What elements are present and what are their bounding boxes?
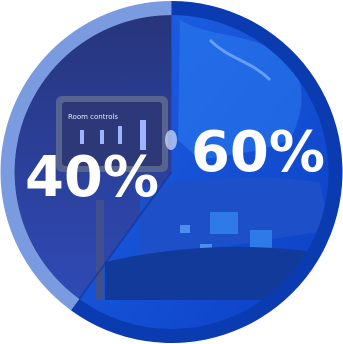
touch-panel-screen xyxy=(62,102,162,166)
light-glow xyxy=(165,130,177,150)
wedge-divider xyxy=(78,171,173,300)
right-percent-label: 60% xyxy=(191,120,325,185)
screen-slider xyxy=(140,120,146,150)
screen-slider xyxy=(118,126,122,144)
water-splash xyxy=(178,20,302,160)
board-base xyxy=(105,246,315,300)
circuit-component xyxy=(180,225,190,233)
photo-area: Room controls xyxy=(14,15,329,329)
circuit-chip xyxy=(210,212,238,234)
screen-slider xyxy=(100,130,104,144)
circuit-chip xyxy=(250,230,272,248)
screen-title: Room controls xyxy=(68,113,118,121)
left-percent-label: 40% xyxy=(25,145,159,210)
panel-stand xyxy=(96,200,104,300)
circuit-board-and-water-photo xyxy=(105,20,329,300)
water-highlight xyxy=(208,38,272,82)
room-control-touch-panel-photo: Room controls xyxy=(56,96,177,300)
screen-slider xyxy=(80,130,84,144)
